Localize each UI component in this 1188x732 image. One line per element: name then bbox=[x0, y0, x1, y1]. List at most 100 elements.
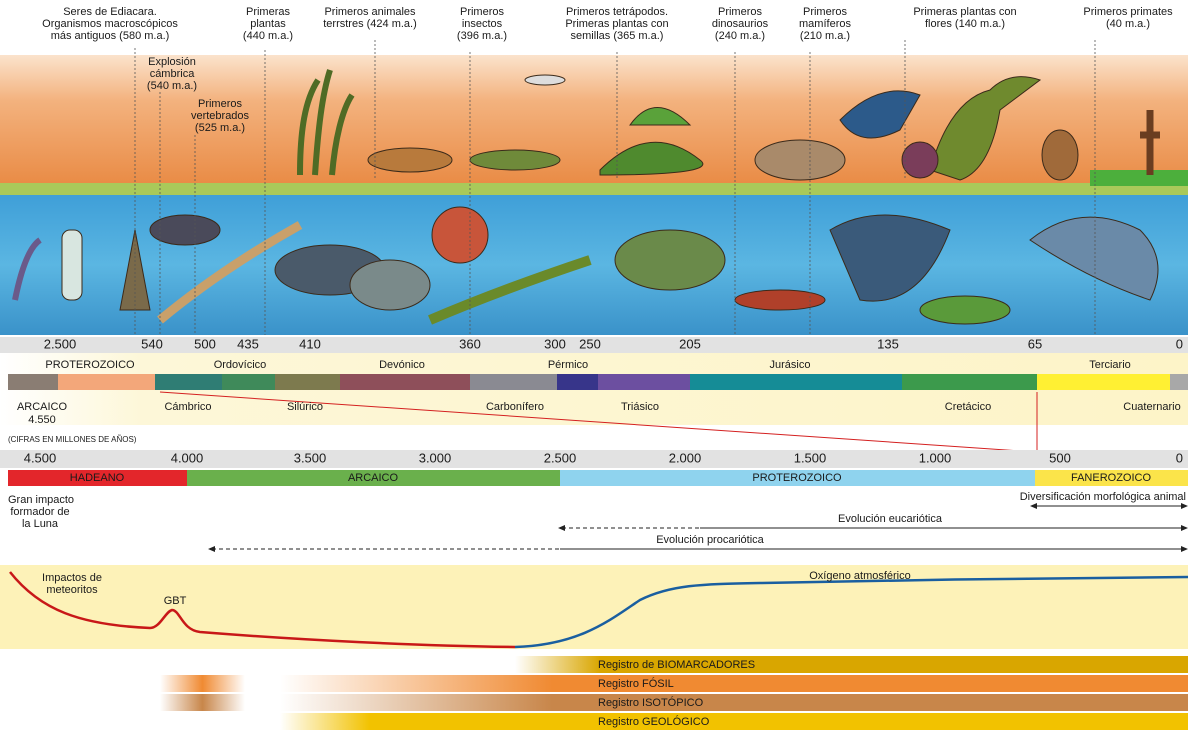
full-scale-label: 500 bbox=[1049, 450, 1071, 465]
recent-scale-label: 65 bbox=[1028, 336, 1042, 351]
period-label: Ordovícico bbox=[214, 359, 267, 371]
period-bar bbox=[8, 374, 1188, 390]
period-label: Pérmico bbox=[548, 359, 588, 371]
period-segment bbox=[1170, 374, 1188, 390]
full-scale-label: 2.500 bbox=[544, 450, 577, 465]
event-label: (396 m.a.) bbox=[457, 30, 507, 42]
full-scale-label: 3.000 bbox=[419, 450, 452, 465]
event-label: (440 m.a.) bbox=[243, 30, 293, 42]
units-note: (CIFRAS EN MILLONES DE AÑOS) bbox=[8, 435, 137, 444]
period-segment bbox=[58, 374, 155, 390]
period-label: Cuaternario bbox=[1123, 401, 1180, 413]
period-label: ARCAICO bbox=[17, 401, 68, 413]
arrow-label: Diversificación morfológica animal bbox=[1020, 491, 1186, 503]
full-scale-label: 0 bbox=[1176, 450, 1183, 465]
eon-label: FANEROZOICO bbox=[1071, 472, 1152, 484]
event-label: flores (140 m.a.) bbox=[925, 18, 1005, 30]
record-bar bbox=[280, 675, 1188, 692]
event-label: Primeros animales bbox=[324, 6, 416, 18]
event-label: mamíferos bbox=[799, 18, 851, 30]
full-scale-label: 4.500 bbox=[24, 450, 57, 465]
archaic-start: 4.550 bbox=[28, 414, 56, 426]
period-segment bbox=[155, 374, 222, 390]
period-segment bbox=[222, 374, 275, 390]
event-label: (525 m.a.) bbox=[195, 122, 245, 134]
record-bar bbox=[370, 713, 1188, 730]
event-label: Primeros bbox=[803, 6, 848, 18]
period-segment bbox=[902, 374, 1037, 390]
event-label: Primeros bbox=[718, 6, 763, 18]
period-segment bbox=[690, 374, 902, 390]
event-label: Primeras plantas con bbox=[913, 6, 1016, 18]
eon-label: HADEANO bbox=[70, 472, 125, 484]
event-label: Primeras plantas con bbox=[565, 18, 668, 30]
arrow-label: Evolución eucariótica bbox=[838, 513, 943, 525]
page: { "events": [ {"lines": ["Seres de Ediac… bbox=[0, 0, 1188, 732]
period-label: Terciario bbox=[1089, 359, 1131, 371]
recent-scale-label: 2.500 bbox=[44, 336, 77, 351]
period-segment bbox=[340, 374, 470, 390]
period-segment bbox=[275, 374, 340, 390]
full-scale-label: 2.000 bbox=[669, 450, 702, 465]
period-segment bbox=[8, 374, 58, 390]
moon-impact-label: la Luna bbox=[22, 518, 59, 530]
recent-scale-label: 205 bbox=[679, 336, 701, 351]
shore-strip bbox=[0, 183, 1188, 195]
record-bar bbox=[280, 713, 370, 730]
record-label: Registro FÓSIL bbox=[598, 677, 674, 690]
curve-panel bbox=[0, 565, 1188, 649]
event-label: (240 m.a.) bbox=[715, 30, 765, 42]
recent-scale-label: 410 bbox=[299, 336, 321, 351]
event-label: plantas bbox=[250, 18, 286, 30]
recent-scale-label: 0 bbox=[1176, 336, 1183, 351]
event-label: insectos bbox=[462, 18, 503, 30]
event-label: Explosión bbox=[148, 56, 196, 68]
record-bar bbox=[160, 694, 245, 711]
recent-scale-label: 540 bbox=[141, 336, 163, 351]
period-label: Silúrico bbox=[287, 401, 323, 413]
full-scale-label: 3.500 bbox=[294, 450, 327, 465]
record-bar bbox=[280, 694, 1188, 711]
recent-scale-label: 435 bbox=[237, 336, 259, 351]
event-label: Organismos macroscópicos bbox=[42, 18, 178, 30]
event-label: Primeros bbox=[198, 98, 243, 110]
curve-label: Impactos de bbox=[42, 572, 102, 584]
recent-scale-label: 300 bbox=[544, 336, 566, 351]
event-label: Primeros tetrápodos. bbox=[566, 6, 668, 18]
event-label: semillas (365 m.a.) bbox=[571, 30, 664, 42]
record-bar bbox=[515, 656, 600, 673]
record-label: Registro de BIOMARCADORES bbox=[598, 659, 755, 671]
period-label: Cámbrico bbox=[164, 401, 211, 413]
recent-scale-label: 250 bbox=[579, 336, 601, 351]
record-label: Registro ISOTÓPICO bbox=[598, 696, 704, 709]
moon-impact-label: Gran impacto bbox=[8, 494, 74, 506]
event-label: cámbrica bbox=[150, 68, 196, 80]
event-label: Primeros bbox=[460, 6, 505, 18]
period-segment bbox=[1037, 374, 1170, 390]
eon-label: ARCAICO bbox=[348, 472, 399, 484]
period-segment bbox=[598, 374, 690, 390]
full-scale-label: 1.000 bbox=[919, 450, 952, 465]
record-label: Registro GEOLÓGICO bbox=[598, 715, 710, 728]
period-label: Triásico bbox=[621, 401, 659, 413]
recent-scale-label: 500 bbox=[194, 336, 216, 351]
arrow-label: Evolución procariótica bbox=[656, 534, 764, 546]
eon-bar bbox=[8, 470, 1188, 486]
event-label: Seres de Ediacara. bbox=[63, 6, 157, 18]
full-scale-label: 4.000 bbox=[171, 450, 204, 465]
event-label: más antiguos (580 m.a.) bbox=[51, 30, 170, 42]
period-label: Cretácico bbox=[945, 401, 991, 413]
event-label: dinosaurios bbox=[712, 18, 769, 30]
period-segment bbox=[557, 374, 598, 390]
event-label: terrstres (424 m.a.) bbox=[323, 18, 417, 30]
grass bbox=[1090, 170, 1188, 186]
event-label: (540 m.a.) bbox=[147, 80, 197, 92]
event-label: (40 m.a.) bbox=[1106, 18, 1150, 30]
record-bar bbox=[160, 675, 245, 692]
recent-scale-label: 360 bbox=[459, 336, 481, 351]
event-label: Primeros primates bbox=[1083, 6, 1173, 18]
period-label: Devónico bbox=[379, 359, 425, 371]
recent-scale-label: 135 bbox=[877, 336, 899, 351]
period-segment bbox=[470, 374, 557, 390]
event-label: vertebrados bbox=[191, 110, 250, 122]
